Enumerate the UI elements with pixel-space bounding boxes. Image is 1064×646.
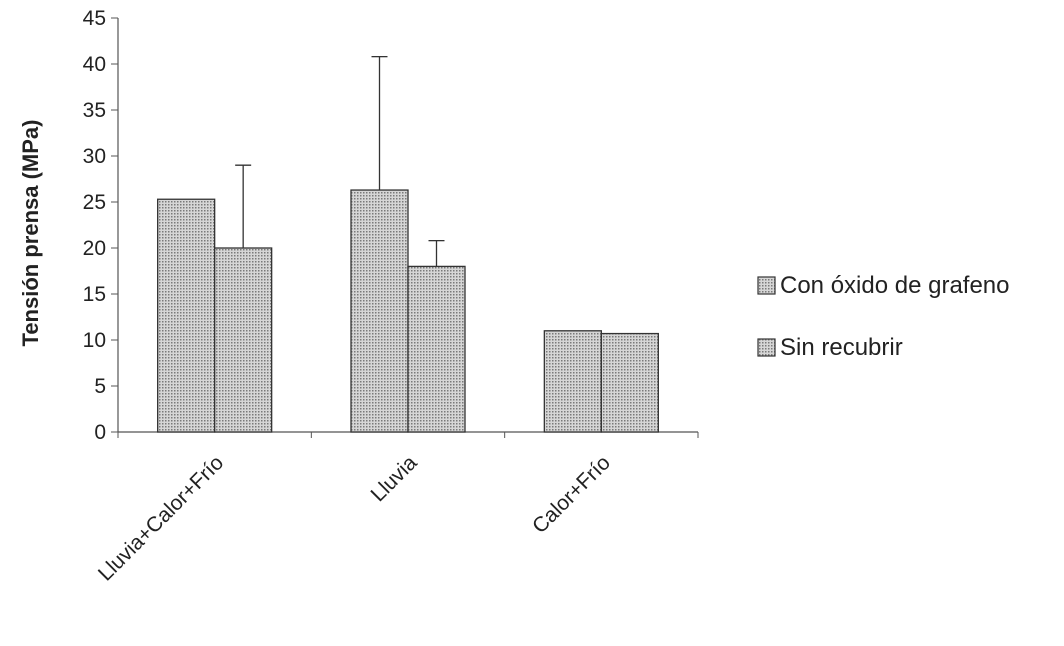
bar (158, 199, 215, 432)
bar (351, 190, 408, 432)
y-tick-label: 25 (83, 191, 106, 214)
legend-label: Con óxido de grafeno (780, 272, 1010, 299)
x-tick-label: Lluvia (366, 451, 421, 506)
y-tick-label: 40 (83, 53, 106, 76)
y-tick-label: 5 (94, 375, 106, 398)
bar (544, 331, 601, 432)
bar (215, 248, 272, 432)
y-tick-label: 35 (83, 99, 106, 122)
legend-swatch (758, 339, 775, 356)
y-tick-label: 0 (94, 421, 106, 444)
legend-label: Sin recubrir (780, 334, 903, 361)
legend-swatch (758, 277, 775, 294)
y-tick-label: 10 (83, 329, 106, 352)
y-tick-label: 15 (83, 283, 106, 306)
bar (408, 266, 465, 432)
x-tick-label: Lluvia+Calor+Frío (94, 451, 228, 585)
x-tick-label: Calor+Frío (528, 451, 615, 538)
bar (601, 334, 658, 432)
y-axis-title: Tensión prensa (MPa) (18, 120, 43, 347)
y-tick-label: 30 (83, 145, 106, 168)
y-tick-label: 45 (83, 7, 106, 30)
y-tick-label: 20 (83, 237, 106, 260)
